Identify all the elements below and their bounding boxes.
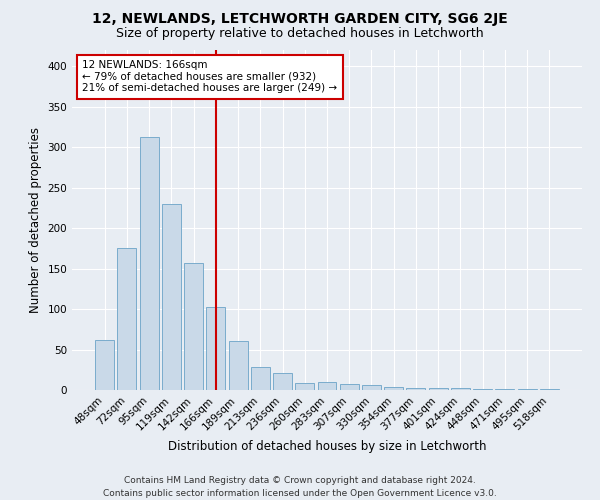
Bar xyxy=(451,388,470,390)
Bar xyxy=(184,263,203,390)
Text: Size of property relative to detached houses in Letchworth: Size of property relative to detached ho… xyxy=(116,28,484,40)
Bar xyxy=(540,389,559,390)
Bar xyxy=(162,204,181,390)
Bar xyxy=(140,136,158,390)
Bar xyxy=(406,388,425,390)
Bar xyxy=(229,340,248,390)
Bar xyxy=(473,389,492,390)
Y-axis label: Number of detached properties: Number of detached properties xyxy=(29,127,42,313)
Bar xyxy=(273,373,292,390)
Bar xyxy=(206,306,225,390)
Bar xyxy=(118,248,136,390)
Bar xyxy=(340,384,359,390)
Bar xyxy=(251,368,270,390)
Text: 12 NEWLANDS: 166sqm
← 79% of detached houses are smaller (932)
21% of semi-detac: 12 NEWLANDS: 166sqm ← 79% of detached ho… xyxy=(82,60,337,94)
Bar xyxy=(496,389,514,390)
Bar xyxy=(295,382,314,390)
Bar xyxy=(384,387,403,390)
Bar xyxy=(429,388,448,390)
Bar xyxy=(518,389,536,390)
Text: 12, NEWLANDS, LETCHWORTH GARDEN CITY, SG6 2JE: 12, NEWLANDS, LETCHWORTH GARDEN CITY, SG… xyxy=(92,12,508,26)
Bar xyxy=(362,385,381,390)
Text: Contains HM Land Registry data © Crown copyright and database right 2024.
Contai: Contains HM Land Registry data © Crown c… xyxy=(103,476,497,498)
Bar xyxy=(317,382,337,390)
Bar xyxy=(95,340,114,390)
X-axis label: Distribution of detached houses by size in Letchworth: Distribution of detached houses by size … xyxy=(168,440,486,453)
